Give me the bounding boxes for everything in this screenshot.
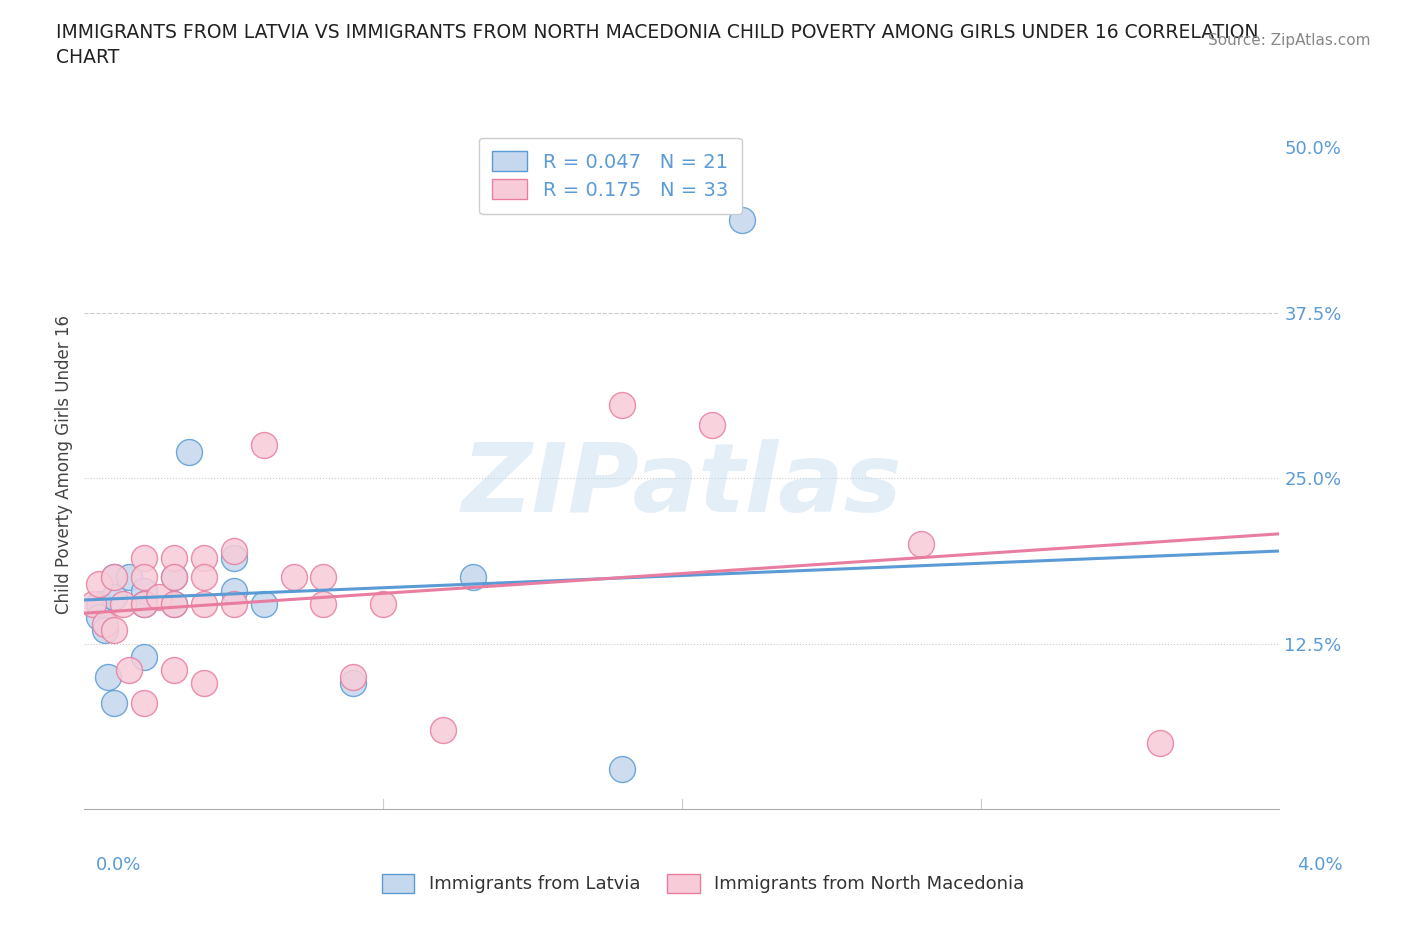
- Point: [222, 596, 245, 611]
- Point: [132, 596, 156, 611]
- Point: [163, 570, 186, 585]
- Point: [222, 551, 245, 565]
- Text: IMMIGRANTS FROM LATVIA VS IMMIGRANTS FROM NORTH MACEDONIA CHILD POVERTY AMONG GI: IMMIGRANTS FROM LATVIA VS IMMIGRANTS FRO…: [56, 23, 1258, 67]
- Point: [253, 438, 276, 453]
- Point: [163, 596, 186, 611]
- Point: [97, 670, 120, 684]
- Point: [132, 551, 156, 565]
- Point: [103, 570, 125, 585]
- Point: [193, 676, 215, 691]
- Legend: Immigrants from Latvia, Immigrants from North Macedonia: Immigrants from Latvia, Immigrants from …: [373, 865, 1033, 902]
- Point: [1149, 736, 1171, 751]
- Point: [163, 551, 186, 565]
- Text: 4.0%: 4.0%: [1298, 856, 1343, 873]
- Point: [163, 663, 186, 678]
- Point: [132, 583, 156, 598]
- Point: [193, 596, 215, 611]
- Point: [148, 590, 170, 604]
- Text: ZIPatlas: ZIPatlas: [461, 439, 903, 532]
- Point: [94, 617, 117, 631]
- Point: [163, 596, 186, 611]
- Point: [222, 543, 245, 558]
- Point: [132, 596, 156, 611]
- Point: [342, 670, 364, 684]
- Point: [132, 649, 156, 664]
- Point: [118, 663, 141, 678]
- Point: [94, 623, 117, 638]
- Point: [103, 590, 125, 604]
- Point: [461, 570, 484, 585]
- Point: [132, 696, 156, 711]
- Point: [283, 570, 305, 585]
- Point: [132, 570, 156, 585]
- Point: [612, 762, 634, 777]
- Point: [193, 551, 215, 565]
- Point: [89, 596, 111, 611]
- Point: [222, 583, 245, 598]
- Point: [177, 445, 200, 459]
- Point: [103, 570, 125, 585]
- Point: [103, 696, 125, 711]
- Point: [103, 623, 125, 638]
- Point: [312, 570, 335, 585]
- Point: [342, 676, 364, 691]
- Point: [82, 596, 104, 611]
- Point: [193, 570, 215, 585]
- Text: Source: ZipAtlas.com: Source: ZipAtlas.com: [1208, 33, 1371, 47]
- Point: [373, 596, 395, 611]
- Point: [432, 723, 454, 737]
- Point: [89, 610, 111, 625]
- Point: [89, 577, 111, 591]
- Point: [731, 213, 754, 228]
- Point: [163, 570, 186, 585]
- Point: [112, 596, 135, 611]
- Point: [118, 570, 141, 585]
- Text: 0.0%: 0.0%: [96, 856, 141, 873]
- Point: [700, 418, 723, 432]
- Legend: R = 0.047   N = 21, R = 0.175   N = 33: R = 0.047 N = 21, R = 0.175 N = 33: [478, 138, 742, 214]
- Point: [253, 596, 276, 611]
- Point: [612, 398, 634, 413]
- Point: [312, 596, 335, 611]
- Point: [910, 537, 932, 551]
- Y-axis label: Child Poverty Among Girls Under 16: Child Poverty Among Girls Under 16: [55, 315, 73, 615]
